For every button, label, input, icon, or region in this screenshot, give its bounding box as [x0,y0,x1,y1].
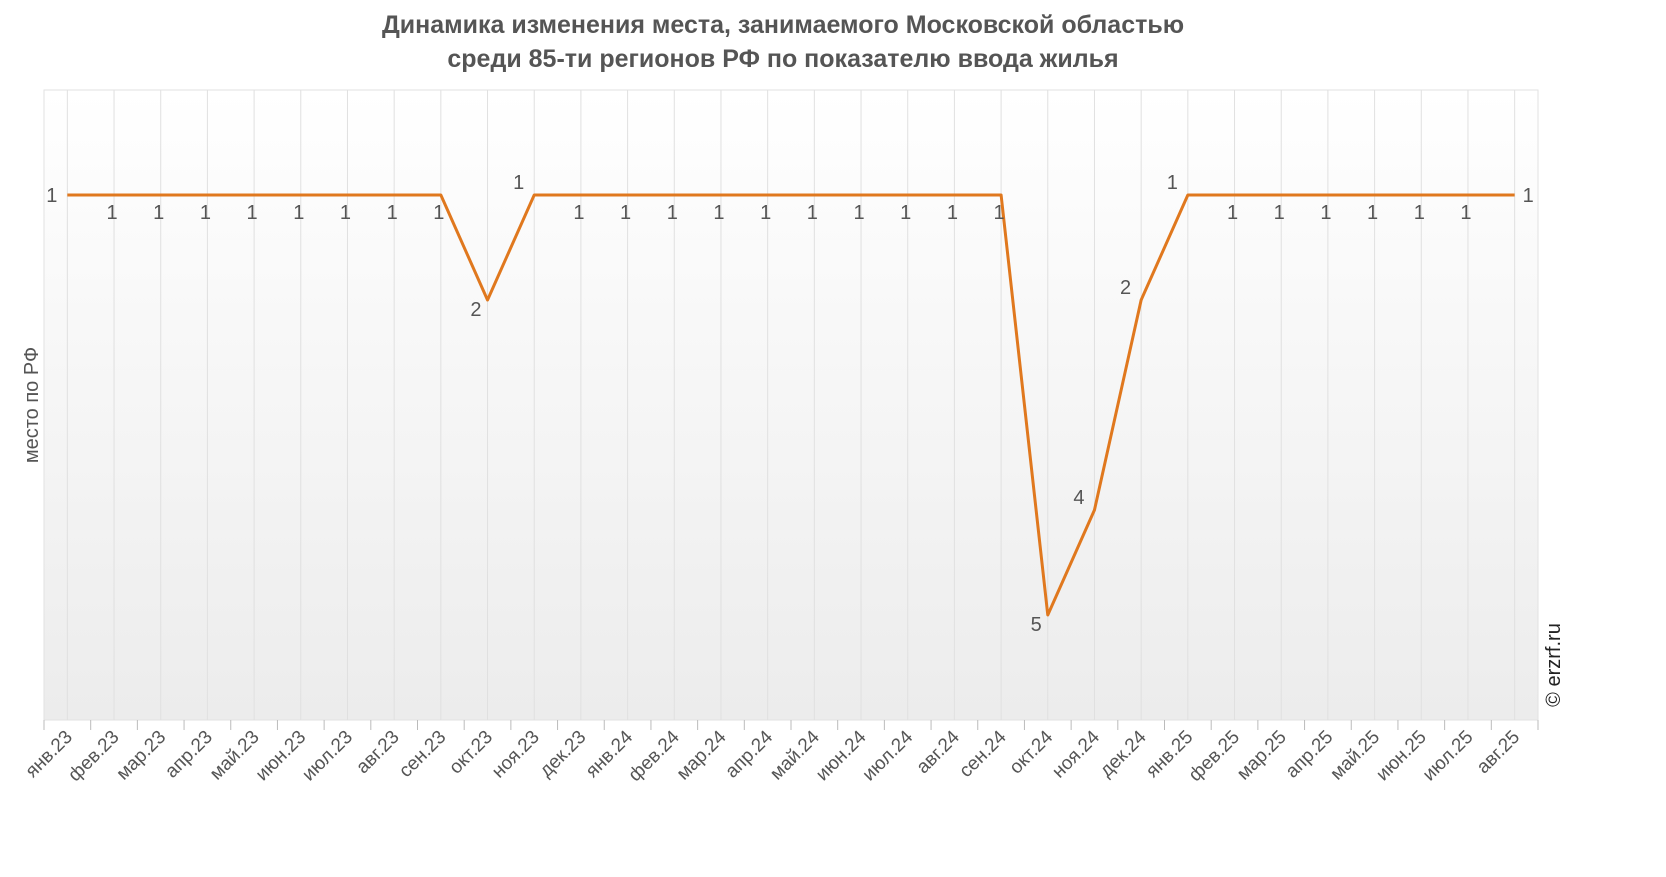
x-tick-label: авг.24 [913,726,965,778]
x-tick-label: дек.23 [536,727,591,782]
x-tick-label: мар.25 [1233,727,1291,785]
x-tick-label: фев.25 [1185,727,1244,786]
data-label: 1 [200,202,211,224]
data-label: 1 [1227,202,1238,224]
line [67,193,1515,617]
x-tick-label: мар.23 [113,727,171,785]
x-tick-label: ноя.24 [1048,726,1104,782]
data-label: 1 [247,202,258,224]
x-tick-label: июн.25 [1372,727,1431,786]
data-label: 1 [1167,172,1178,194]
data-label: 1 [1460,202,1471,224]
data-label: 1 [807,202,818,224]
data-label: 1 [1523,185,1534,207]
data-label: 1 [106,202,117,224]
data-label: 1 [153,202,164,224]
x-tick-label: июл.23 [298,727,357,786]
data-label: 1 [667,202,678,224]
watermark: © erzrf.ru [1543,623,1565,707]
data-label: 1 [387,202,398,224]
data-label: 1 [1367,202,1378,224]
x-tick-label: сен.23 [395,727,450,782]
x-tick-label: окт.23 [445,727,497,779]
chart-title: среди 85-ти регионов РФ по показателю вв… [447,45,1118,73]
data-label: 1 [853,202,864,224]
x-tick-label: июн.24 [812,726,871,785]
data-label: 1 [947,202,958,224]
x-tick-label: окт.24 [1006,726,1058,778]
x-tick-label: фев.24 [625,726,684,785]
data-label: 1 [1414,202,1425,224]
x-tick-label: авг.23 [352,727,403,778]
x-tick-label: авг.25 [1473,727,1524,778]
x-tick-label: май.24 [766,726,824,784]
data-label: 5 [1031,614,1042,636]
x-tick-label: май.23 [206,727,264,785]
data-label: 1 [900,202,911,224]
x-tick-label: июл.25 [1419,727,1478,786]
x-tick-label: фев.23 [64,727,123,786]
data-label: 1 [620,202,631,224]
x-tick-label: май.25 [1326,727,1384,785]
data-label: 1 [760,202,771,224]
data-label: 4 [1073,487,1084,509]
data-label: 1 [340,202,351,224]
x-tick-label: ноя.23 [488,727,544,783]
data-label: 1 [1274,202,1285,224]
data-label: 2 [1120,277,1131,299]
x-tick-label: дек.24 [1096,726,1151,781]
x-tick-label: апр.24 [721,726,777,782]
x-tick-label: апр.23 [161,727,217,783]
y-axis-label: место по РФ [21,347,43,463]
x-tick-label: апр.25 [1282,727,1338,783]
x-tick-label: сен.24 [955,726,1010,781]
x-tick-label: июл.24 [859,726,918,785]
data-label: 1 [513,172,524,194]
data-label: 1 [573,202,584,224]
x-tick-label: июн.23 [252,727,311,786]
x-tick-label: мар.24 [673,726,731,784]
data-label: 1 [46,185,57,207]
data-label: 1 [1320,202,1331,224]
data-label: 1 [713,202,724,224]
chart-title: Динамика изменения места, занимаемого Мо… [382,11,1184,39]
data-label: 1 [293,202,304,224]
data-label: 1 [433,202,444,224]
data-label: 1 [994,202,1005,224]
data-label: 2 [470,299,481,321]
plot-area [43,89,1539,721]
